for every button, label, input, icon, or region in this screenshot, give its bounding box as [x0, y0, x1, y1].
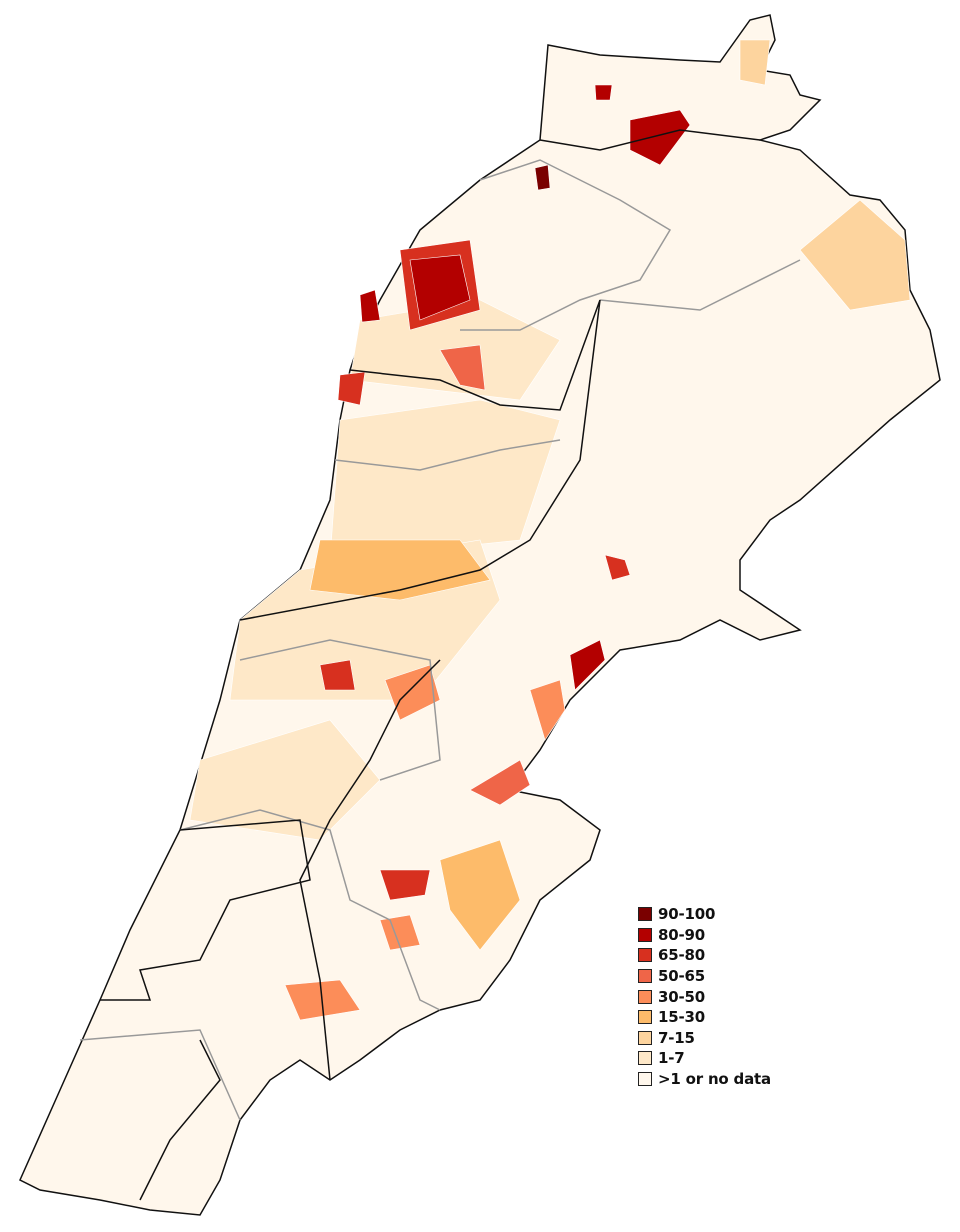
region-fill: [359, 289, 381, 323]
region-fill: [319, 659, 356, 691]
region-fill: [594, 84, 613, 101]
region-fill: [439, 839, 521, 951]
legend-swatch: [638, 1030, 652, 1045]
governorate-border: [299, 659, 441, 1081]
legend-swatch: [638, 1010, 652, 1025]
legend-item: 30-50: [638, 986, 771, 1007]
district-border: [179, 809, 441, 1011]
district-border: [334, 439, 561, 471]
region-fill: [409, 254, 471, 321]
region-fill: [799, 199, 911, 311]
region-fill: [604, 554, 631, 581]
legend-item: >1 or no data: [638, 1069, 771, 1090]
district-borders: [79, 159, 801, 1121]
legend-label: 7-15: [658, 1028, 695, 1047]
legend-label: 80-90: [658, 925, 705, 944]
region-fill: [569, 639, 606, 691]
governorate-border: [100, 819, 311, 1001]
region-fill: [337, 371, 366, 406]
legend-swatch: [638, 907, 652, 922]
region-fill: [439, 344, 486, 391]
legend-swatch: [638, 1051, 652, 1066]
governorate-border: [539, 129, 761, 151]
legend-item: 7-15: [638, 1028, 771, 1049]
legend-swatch: [638, 1072, 652, 1087]
region-fill: [469, 759, 531, 806]
region-fill: [189, 719, 381, 841]
legend-swatch: [638, 989, 652, 1004]
district-border: [79, 1029, 241, 1121]
legend-label: 30-50: [658, 987, 705, 1006]
region-fill: [534, 164, 551, 191]
legend-swatch: [638, 927, 652, 942]
legend-item: 65-80: [638, 945, 771, 966]
governorate-border: [349, 299, 601, 411]
legend-item: 50-65: [638, 966, 771, 987]
legend-item: 80-90: [638, 925, 771, 946]
region-fill: [739, 39, 771, 86]
legend-label: >1 or no data: [658, 1070, 771, 1089]
region-fill: [629, 109, 691, 166]
legend-label: 90-100: [658, 905, 716, 924]
legend-swatch: [638, 948, 652, 963]
legend-label: 50-65: [658, 967, 705, 986]
legend: 90-100 80-90 65-80 50-65 30-50 15-30 7-1…: [638, 904, 771, 1089]
governorate-border: [139, 1039, 221, 1201]
region-fill: [529, 679, 566, 741]
district-border: [599, 259, 801, 311]
legend-label: 15-30: [658, 1008, 705, 1027]
legend-swatch: [638, 969, 652, 984]
region-fill: [379, 914, 421, 951]
governorate-border: [239, 299, 601, 621]
region-fills: [189, 39, 911, 1021]
legend-item: 90-100: [638, 904, 771, 925]
region-fill: [309, 539, 491, 601]
admin-borders: [100, 129, 761, 1201]
district-border: [460, 159, 672, 331]
legend-label: 1-7: [658, 1049, 685, 1068]
region-fill: [379, 869, 431, 901]
legend-item: 15-30: [638, 1007, 771, 1028]
legend-label: 65-80: [658, 946, 705, 965]
region-fill: [329, 399, 561, 561]
region-fill: [384, 664, 441, 721]
legend-item: 1-7: [638, 1048, 771, 1069]
district-border: [239, 639, 441, 781]
